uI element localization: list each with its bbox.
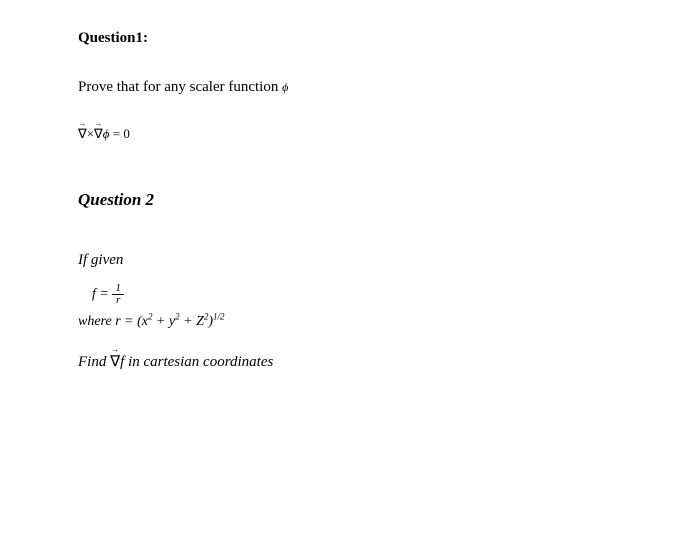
where-r-equation: where r = (x2 + y2 + Z2)1/2: [78, 314, 622, 330]
fraction: 1r: [112, 283, 124, 306]
question1-equation: →∇×→∇ϕ = 0: [78, 126, 622, 142]
eq-zero: = 0: [109, 126, 129, 141]
plus-z: + Z: [180, 314, 204, 329]
nabla1-sym: ∇: [78, 126, 87, 141]
nabla1: →∇: [78, 126, 87, 142]
find-line: Find →∇f in cartesian coordinates: [78, 352, 622, 371]
question1-heading: Question1:: [78, 30, 622, 47]
vec-arrow-2: →: [94, 119, 103, 128]
plus-y: + y: [152, 314, 175, 329]
exp-half: 1/2: [213, 311, 225, 321]
question2-heading: Question 2: [78, 190, 622, 210]
phi-symbol: ϕ: [282, 80, 288, 94]
find-prefix: Find: [78, 354, 110, 370]
cross-sym: ×: [87, 126, 94, 141]
question1-prove-text: Prove that for any scaler function ϕ: [78, 79, 622, 96]
if-given-text: If given: [78, 252, 622, 269]
where-prefix: where r = (x: [78, 314, 148, 329]
prove-prefix: Prove that for any scaler function: [78, 79, 282, 95]
find-nabla: →∇: [110, 352, 120, 371]
find-suffix: in cartesian coordinates: [124, 354, 273, 370]
vec-arrow-1: →: [78, 119, 87, 128]
vec-arrow-3: →: [110, 345, 120, 354]
f-equation: f = 1r: [92, 283, 622, 306]
find-nabla-sym: ∇: [110, 354, 120, 370]
nabla2-sym: ∇: [94, 126, 103, 141]
f-eq-prefix: f =: [92, 287, 112, 302]
nabla2: →∇: [94, 126, 103, 142]
frac-denominator: r: [112, 295, 124, 306]
